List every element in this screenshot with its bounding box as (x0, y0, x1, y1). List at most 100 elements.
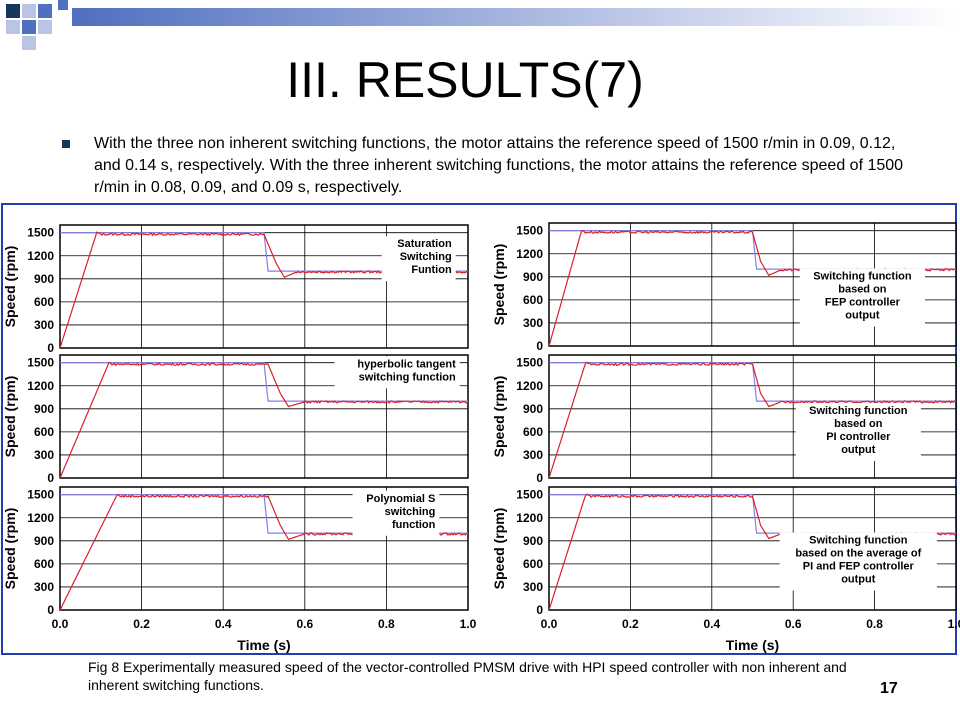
bullet-text: With the three non inherent switching fu… (94, 135, 904, 196)
annotation-label: Saturation (397, 238, 452, 250)
y-tick-label: 0 (47, 471, 54, 485)
annotation-label: FEP controller (825, 297, 901, 309)
y-tick-label: 600 (34, 425, 54, 439)
y-tick-label: 1200 (516, 511, 543, 525)
y-tick-label: 1500 (516, 488, 543, 502)
x-tick-label: 0.6 (785, 617, 802, 631)
y-tick-label: 1500 (27, 488, 54, 502)
page-number: 17 (880, 680, 898, 697)
title-decoration (6, 0, 960, 50)
annotation-label: switching function (359, 371, 456, 383)
annotation-background (381, 236, 456, 282)
y-tick-label: 0 (47, 603, 54, 617)
annotation-label: output (841, 574, 876, 586)
y-tick-label: 0 (536, 603, 543, 617)
y-tick-label: 0 (536, 471, 543, 485)
x-tick-label: 0.8 (378, 617, 395, 631)
deco-square (38, 20, 52, 34)
annotation-label: Switching function (809, 405, 908, 417)
y-tick-label: 900 (523, 534, 543, 548)
annotation-label: based on (838, 284, 887, 296)
y-tick-label: 600 (523, 425, 543, 439)
annotation-label: based on the average of (795, 548, 921, 560)
series-measured-line (59, 361, 469, 479)
y-axis-label: Speed (rpm) (491, 244, 507, 326)
y-tick-label: 900 (34, 272, 54, 286)
y-tick-label: 600 (34, 295, 54, 309)
y-tick-label: 600 (523, 557, 543, 571)
deco-square (6, 20, 20, 34)
annotation-label: function (392, 519, 436, 531)
x-tick-label: 0.2 (622, 617, 639, 631)
y-axis-label: Speed (rpm) (2, 508, 18, 590)
bullet-marker (62, 140, 70, 148)
annotation-label: Funtion (411, 264, 452, 276)
chart-panel-right-2: 1500 1200 900 600 300 0 Speed (rpm) Switching f… (491, 354, 957, 485)
annotation-label: Switching (400, 251, 452, 263)
annotation-label: PI and FEP controller (803, 561, 915, 573)
annotation-background (334, 356, 460, 389)
annotation-background (795, 403, 921, 462)
x-tick-label: 1.0 (948, 617, 960, 631)
y-tick-label: 1200 (516, 379, 543, 393)
y-tick-label: 1500 (516, 356, 543, 370)
x-tick-label: 0.4 (703, 617, 720, 631)
deco-square (22, 36, 36, 50)
y-tick-label: 0 (47, 341, 54, 355)
annotation-background (799, 268, 925, 327)
annotation-label: output (845, 310, 880, 322)
deco-square (22, 4, 36, 18)
y-axis-label: Speed (rpm) (491, 508, 507, 590)
y-tick-label: 1200 (27, 249, 54, 263)
deco-square (22, 20, 36, 34)
annotation-label: hyperbolic tangent (357, 358, 456, 370)
x-tick-label: 1.0 (460, 617, 477, 631)
y-tick-label: 900 (34, 534, 54, 548)
y-tick-label: 900 (523, 270, 543, 284)
annotation-label: PI controller (826, 431, 891, 443)
deco-square (58, 0, 68, 10)
y-tick-label: 0 (536, 339, 543, 353)
annotation-label: Polynomial S (366, 493, 435, 505)
deco-square (38, 4, 52, 18)
chart-panel-right-1: 1500 1200 900 600 300 0 Speed (rpm) Switching f… (491, 222, 957, 353)
y-tick-label: 300 (34, 580, 54, 594)
y-tick-label: 600 (523, 293, 543, 307)
x-axis-label: Time (s) (237, 637, 290, 653)
series-reference-line (549, 362, 956, 402)
x-axis-label: Time (s) (726, 637, 779, 653)
y-tick-label: 1500 (27, 356, 54, 370)
chart-panel-left-2: 1500 1200 900 600 300 0 Speed (rpm) hyperbolic … (2, 354, 469, 485)
y-tick-label: 1200 (27, 379, 54, 393)
x-tick-label: 0.0 (541, 617, 558, 631)
y-tick-label: 1500 (27, 226, 54, 240)
y-tick-label: 600 (34, 557, 54, 571)
y-tick-label: 300 (523, 316, 543, 330)
y-axis-label: Speed (rpm) (2, 246, 18, 328)
deco-square (6, 4, 20, 18)
y-tick-label: 1200 (27, 511, 54, 525)
y-tick-label: 300 (34, 448, 54, 462)
y-tick-label: 300 (34, 318, 54, 332)
y-tick-label: 300 (523, 580, 543, 594)
x-tick-label: 0.8 (866, 617, 883, 631)
chart-panel-right-3: 1500 1200 900 600 300 0 Speed (rpm) 0.0 0.2 0.4 0.… (491, 486, 960, 653)
chart-panel-left-1: 1500 1200 900 600 300 0 Speed (rpm) SaturationS… (2, 224, 469, 355)
x-tick-label: 0.4 (215, 617, 232, 631)
deco-bar (72, 8, 960, 26)
y-axis-label: Speed (rpm) (2, 376, 18, 458)
annotation-label: Switching function (813, 271, 912, 283)
y-axis-label: Speed (rpm) (491, 376, 507, 458)
annotation-background (352, 490, 440, 536)
x-tick-label: 0.6 (296, 617, 313, 631)
y-tick-label: 1200 (516, 247, 543, 261)
chart-panel-left-3: 1500 1200 900 600 300 0 Speed (rpm) 0.0 0.2 0.4 0.… (2, 486, 477, 653)
annotation-label: output (841, 444, 876, 456)
y-tick-label: 300 (523, 448, 543, 462)
figure-caption: Fig 8 Experimentally measured speed of t… (88, 659, 847, 693)
slide-title: III. RESULTS(7) (286, 52, 644, 108)
annotation-background (779, 532, 937, 591)
y-tick-label: 1500 (516, 224, 543, 238)
series-measured-line (548, 361, 957, 479)
